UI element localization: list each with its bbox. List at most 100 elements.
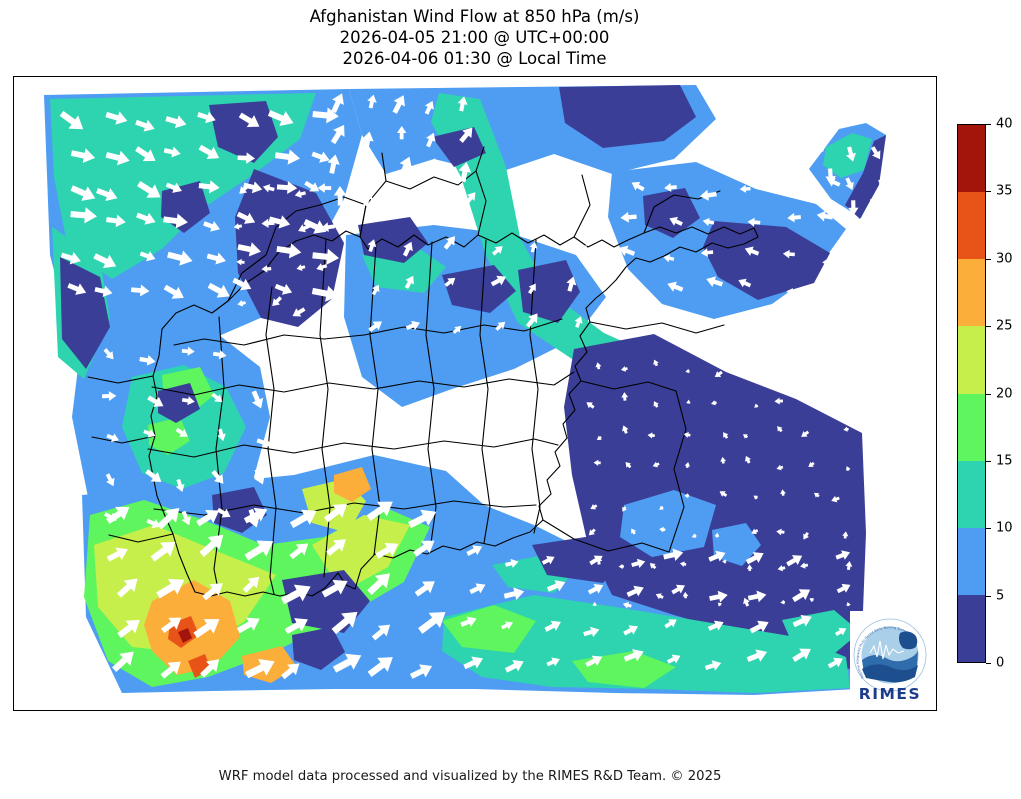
- wind-arrow: [623, 625, 638, 636]
- wind-arrow: [247, 508, 260, 528]
- wind-arrow: [492, 246, 503, 256]
- wind-arrow: [199, 534, 224, 557]
- wind-arrow: [181, 396, 195, 406]
- colorbar-tick-label: 0: [996, 655, 1005, 671]
- wind-arrow: [652, 461, 660, 468]
- wind-arrow: [292, 307, 306, 317]
- wind-arrow: [706, 276, 724, 288]
- wind-speed-patch-navy: [292, 627, 345, 670]
- wind-arrow: [175, 427, 188, 437]
- wind-arrow: [745, 455, 751, 464]
- admin-boundary: [359, 152, 387, 238]
- wind-arrow: [822, 257, 838, 268]
- wind-arrow: [774, 397, 783, 405]
- wind-arrow: [311, 151, 330, 163]
- wind-speed-patch-teal: [442, 595, 850, 693]
- wind-arrow: [631, 558, 646, 569]
- wind-arrow: [429, 158, 440, 174]
- wind-arrow: [117, 619, 140, 639]
- wind-arrow: [236, 617, 260, 634]
- wind-speed-patch-dred: [178, 628, 192, 643]
- wind-arrow: [682, 591, 689, 599]
- colorbar-tick-label: 10: [996, 520, 1013, 536]
- wind-arrow: [747, 217, 761, 227]
- wind-speed-patch-navy: [209, 101, 278, 163]
- wind-arrow: [332, 653, 362, 673]
- wind-arrow: [684, 493, 690, 499]
- wind-arrow: [245, 659, 275, 679]
- colorbar-band: [958, 326, 985, 394]
- wind-arrow: [845, 466, 851, 472]
- wind-arrow: [622, 425, 629, 434]
- wind-arrow: [669, 216, 683, 226]
- wind-arrow: [753, 495, 759, 500]
- wind-arrow: [525, 313, 538, 328]
- wind-arrow: [460, 616, 477, 627]
- wind-arrow: [327, 154, 340, 174]
- wind-arrow: [96, 188, 118, 202]
- wind-arrow: [236, 258, 245, 266]
- wind-arrow: [620, 366, 628, 372]
- wind-arrow: [426, 132, 436, 148]
- wind-speed-patch-navy: [559, 85, 696, 148]
- wind-arrow: [143, 429, 156, 438]
- figure-title: Afghanistan Wind Flow at 850 hPa (m/s) 2…: [0, 6, 949, 69]
- admin-boundary: [148, 226, 759, 597]
- wind-arrow: [163, 213, 188, 229]
- wind-arrow: [780, 599, 786, 605]
- admin-boundary: [479, 239, 491, 544]
- wind-arrow: [825, 168, 836, 185]
- wind-arrow: [709, 590, 728, 603]
- colorbar-bands: [957, 124, 986, 663]
- wind-arrow: [505, 558, 519, 568]
- wind-arrow: [371, 284, 380, 296]
- wind-arrow: [777, 426, 783, 433]
- wind-arrow: [541, 556, 555, 565]
- wind-arrow: [328, 297, 339, 306]
- wind-arrow: [714, 532, 720, 538]
- colorbar-tick-mark: [986, 663, 991, 664]
- wind-arrow: [618, 245, 636, 257]
- colorbar-tick-mark: [986, 191, 991, 193]
- wind-arrow: [452, 325, 462, 334]
- wind-arrow: [683, 432, 691, 438]
- wind-arrow: [160, 661, 181, 679]
- colorbar: 0 5 10 15 20 25 30 35 40: [957, 117, 1021, 671]
- wind-arrow: [312, 248, 340, 265]
- wind-arrow: [326, 539, 347, 556]
- colorbar-band: [958, 393, 985, 461]
- wind-arrow: [239, 184, 250, 194]
- admin-boundary: [265, 286, 277, 595]
- wind-arrow: [116, 578, 138, 598]
- wind-arrow: [631, 528, 637, 535]
- wind-arrow: [702, 217, 715, 227]
- wind-arrow: [631, 181, 645, 192]
- wind-arrow: [243, 181, 263, 194]
- wind-arrow: [251, 390, 264, 409]
- logo-seismogram: [869, 640, 905, 660]
- wind-arrow: [157, 507, 180, 530]
- wind-arrow: [577, 245, 587, 256]
- wind-arrow: [367, 239, 377, 253]
- wind-arrow: [196, 509, 220, 527]
- wind-arrow: [392, 95, 405, 114]
- wind-arrow: [589, 555, 603, 566]
- wind-arrow: [139, 251, 156, 262]
- wind-arrow: [596, 435, 602, 441]
- footer-credit: WRF model data processed and visualized …: [218, 769, 722, 784]
- wind-arrow: [803, 531, 809, 540]
- wind-arrow: [106, 547, 128, 562]
- wind-arrow: [501, 621, 513, 630]
- wind-arrow: [317, 183, 332, 193]
- wind-arrow: [211, 470, 224, 484]
- wind-arrow: [503, 587, 525, 601]
- wind-arrow: [211, 392, 223, 403]
- wind-arrow: [801, 395, 811, 402]
- wind-arrows: [59, 93, 887, 680]
- colorbar-tick-label: 35: [996, 183, 1013, 199]
- wind-arrow: [738, 278, 752, 288]
- wind-arrow: [808, 461, 815, 467]
- wind-arrow: [792, 614, 812, 628]
- wind-arrow: [212, 349, 227, 360]
- wind-arrow: [747, 590, 767, 603]
